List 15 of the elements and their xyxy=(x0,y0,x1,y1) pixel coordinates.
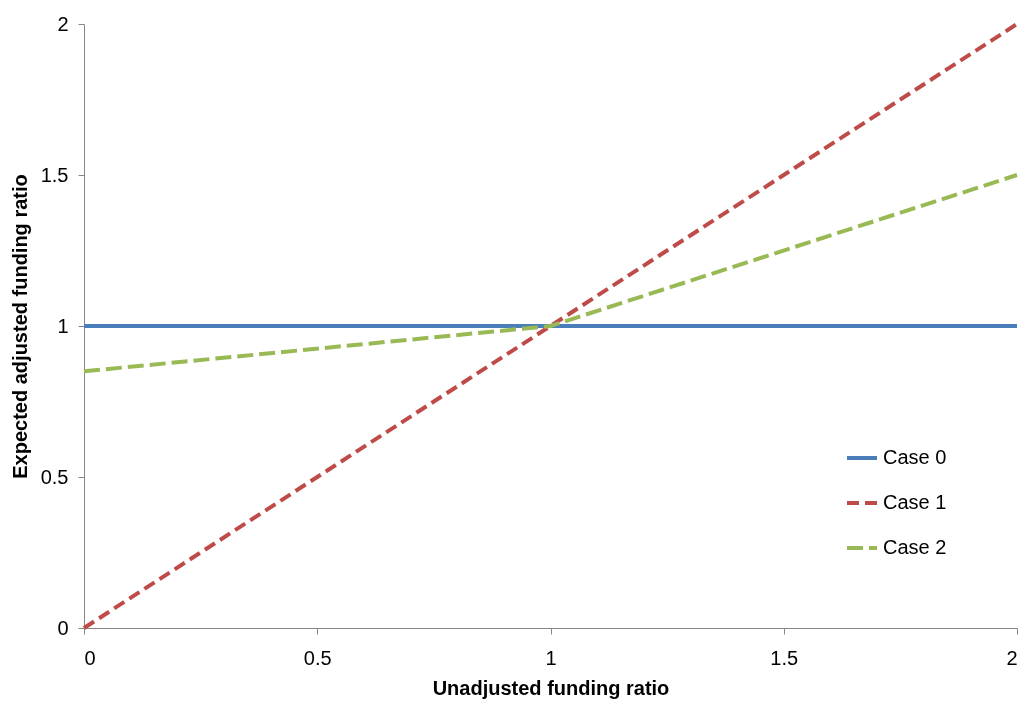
y-tick-label: 0.5 xyxy=(40,465,69,488)
x-tick-label: 0 xyxy=(84,646,96,669)
x-tick-label: 2 xyxy=(1006,646,1018,669)
x-tick-label: 1.5 xyxy=(770,646,799,669)
y-axis-title: Expected adjusted funding ratio xyxy=(8,174,31,479)
x-tick-label: 1 xyxy=(545,646,557,669)
y-tick-label: 0 xyxy=(57,616,69,639)
y-tick-label: 1 xyxy=(57,314,69,337)
x-axis-title: Unadjusted funding ratio xyxy=(432,676,670,699)
x-tick-label: 0.5 xyxy=(303,646,332,669)
y-tick-label: 1.5 xyxy=(40,163,69,186)
legend-label: Case 2 xyxy=(883,536,947,558)
y-tick-label: 2 xyxy=(57,12,69,35)
legend-label: Case 0 xyxy=(883,446,947,468)
legend-label: Case 1 xyxy=(883,491,947,513)
